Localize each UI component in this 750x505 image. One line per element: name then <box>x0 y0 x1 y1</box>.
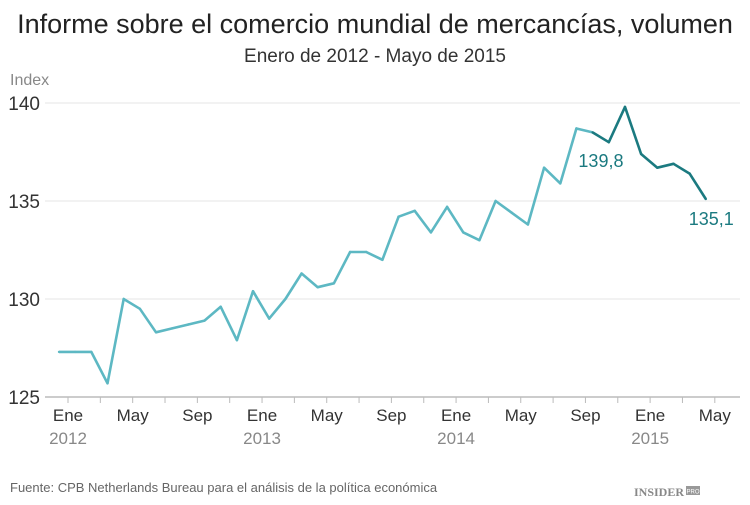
x-tick-label: Ene <box>247 406 277 425</box>
data-point <box>170 327 174 330</box>
y-tick-label: 135 <box>8 192 40 213</box>
data-point <box>187 323 190 326</box>
data-point <box>591 131 594 134</box>
data-point <box>235 338 239 342</box>
data-point <box>106 382 109 385</box>
data-point <box>397 215 400 218</box>
x-tick-label: May <box>311 406 344 425</box>
data-point <box>57 350 61 354</box>
data-point <box>219 305 222 309</box>
data-point <box>672 162 675 165</box>
source-note: Fuente: CPB Netherlands Bureau para el a… <box>10 480 438 495</box>
annotation-label: 139,8 <box>578 151 623 171</box>
x-tick-label: Sep <box>376 406 406 425</box>
svg-text:PRO: PRO <box>686 490 699 496</box>
x-year-label: 2012 <box>49 429 87 448</box>
data-point <box>429 231 433 234</box>
data-point <box>623 105 627 109</box>
insider-pro-logo: INSIDER PRO <box>634 485 700 499</box>
data-point <box>268 317 271 320</box>
data-point <box>381 258 384 261</box>
x-tick-label: Ene <box>635 406 665 425</box>
data-point <box>478 239 481 242</box>
data-point <box>510 211 513 214</box>
data-point <box>251 289 255 293</box>
data-point <box>316 286 319 289</box>
data-point <box>203 319 206 322</box>
y-tick-label: 125 <box>8 388 40 409</box>
data-point <box>365 250 368 254</box>
data-point <box>413 209 416 212</box>
chart-title: Informe sobre el comercio mundial de mer… <box>17 9 733 39</box>
data-point <box>704 197 707 201</box>
x-tick-label: May <box>699 406 732 425</box>
x-tick-label: May <box>117 406 150 425</box>
y-axis-label: Index <box>10 72 49 89</box>
data-point <box>348 250 352 254</box>
x-tick-label: Sep <box>182 406 212 425</box>
x-tick-label: May <box>505 406 538 425</box>
x-year-label: 2015 <box>631 429 669 448</box>
data-point <box>300 272 303 275</box>
data-point <box>607 141 610 144</box>
x-year-label: 2014 <box>437 429 475 448</box>
series-line <box>59 127 593 385</box>
chart-subtitle: Enero de 2012 - Mayo de 2015 <box>244 46 506 67</box>
data-point <box>559 182 562 185</box>
y-tick-label: 140 <box>8 94 40 115</box>
annotation-label: 135,1 <box>689 209 734 229</box>
data-point <box>73 350 77 354</box>
data-point <box>332 282 336 285</box>
data-point <box>445 205 449 209</box>
x-tick-label: Sep <box>570 406 600 425</box>
data-point <box>656 166 659 169</box>
data-point <box>526 223 530 226</box>
data-point <box>462 231 465 234</box>
data-point <box>575 127 578 130</box>
data-point <box>542 166 546 169</box>
x-tick-label: Ene <box>441 406 471 425</box>
data-point <box>154 331 158 334</box>
data-point <box>138 307 142 310</box>
data-point <box>90 350 93 354</box>
data-point <box>284 297 287 301</box>
data-point <box>494 199 497 203</box>
x-year-label: 2013 <box>243 429 281 448</box>
svg-text:INSIDER: INSIDER <box>634 485 684 499</box>
data-point <box>688 172 691 175</box>
data-point <box>122 297 125 301</box>
data-point <box>639 152 643 156</box>
y-tick-label: 130 <box>8 290 40 311</box>
x-tick-label: Ene <box>53 406 83 425</box>
series-line-highlight <box>591 105 707 200</box>
